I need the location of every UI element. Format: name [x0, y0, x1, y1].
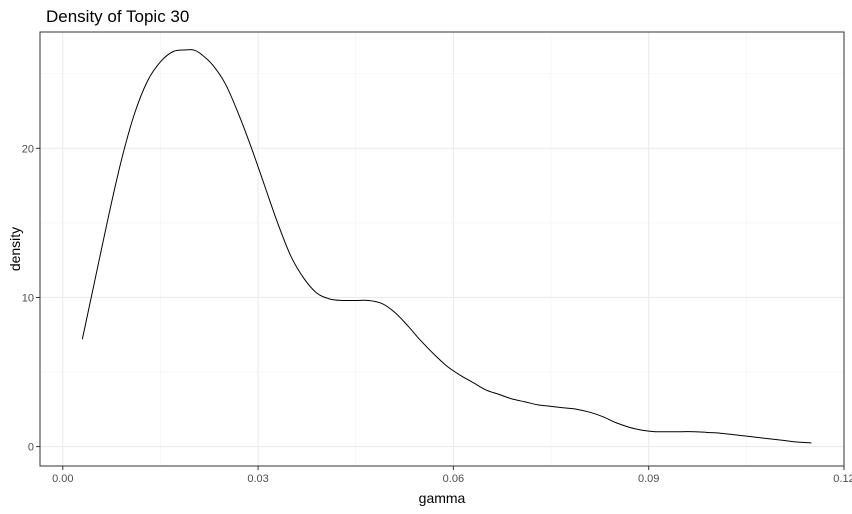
x-axis: 0.00 0.03 0.06 0.09 0.12: [52, 466, 852, 485]
x-tick-label: 0.00: [52, 473, 73, 485]
y-tick-label: 20: [22, 143, 34, 155]
y-axis-title: density: [7, 227, 23, 271]
y-tick-label: 10: [22, 292, 34, 304]
x-tick-label: 0.06: [443, 473, 464, 485]
x-tick-label: 0.03: [247, 473, 268, 485]
grid-layer: [40, 32, 845, 466]
chart-title: Density of Topic 30: [46, 7, 189, 26]
x-tick-label: 0.09: [638, 473, 659, 485]
plot-panel-border: [39, 31, 845, 467]
x-tick-label: 0.12: [833, 473, 852, 485]
x-axis-title: gamma: [419, 490, 466, 506]
density-curve: [81, 49, 812, 444]
y-tick-label: 0: [28, 442, 34, 454]
y-axis: 0 10 20: [22, 143, 40, 454]
